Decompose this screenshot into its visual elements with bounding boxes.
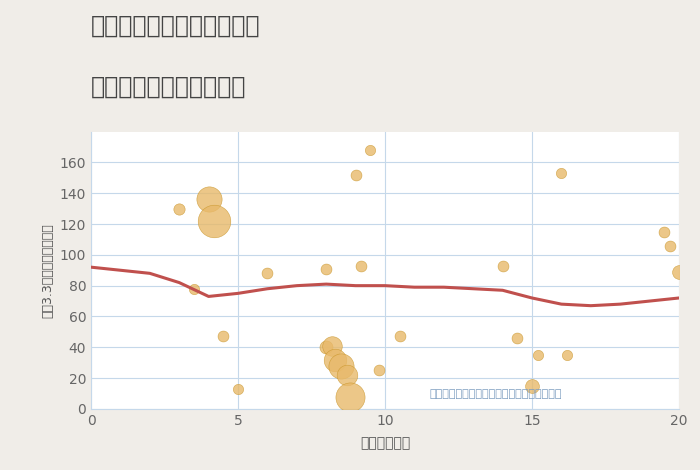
Point [532, 351, 543, 359]
Point [262, 270, 273, 277]
Point [512, 334, 523, 342]
Point [374, 367, 385, 374]
Text: 円の大きさは、取引のあった物件面積を示す: 円の大きさは、取引のあった物件面積を示す [429, 389, 561, 399]
Point [326, 342, 337, 350]
Point [218, 333, 229, 340]
Point [174, 205, 185, 212]
Y-axis label: 坪（3.3㎡）単価（万円）: 坪（3.3㎡）単価（万円） [41, 223, 54, 318]
Point [330, 356, 341, 363]
Point [556, 169, 567, 177]
Point [321, 344, 332, 351]
Text: 駅距離別中古戸建て価格: 駅距離別中古戸建て価格 [91, 75, 246, 99]
Point [344, 393, 356, 400]
Point [232, 385, 244, 392]
Point [394, 333, 405, 340]
Point [203, 196, 214, 203]
Point [321, 265, 332, 273]
Point [673, 268, 685, 275]
Point [341, 371, 352, 379]
Point [335, 362, 346, 369]
Point [664, 242, 676, 250]
Point [188, 285, 199, 292]
Point [365, 146, 376, 154]
X-axis label: 駅距離（分）: 駅距離（分） [360, 436, 410, 450]
Text: 大阪府堺市堺区南半町西の: 大阪府堺市堺区南半町西の [91, 14, 260, 38]
Point [350, 171, 361, 179]
Point [526, 382, 538, 390]
Point [356, 262, 367, 269]
Point [561, 351, 573, 359]
Point [209, 217, 220, 225]
Point [497, 262, 508, 269]
Point [659, 228, 670, 235]
